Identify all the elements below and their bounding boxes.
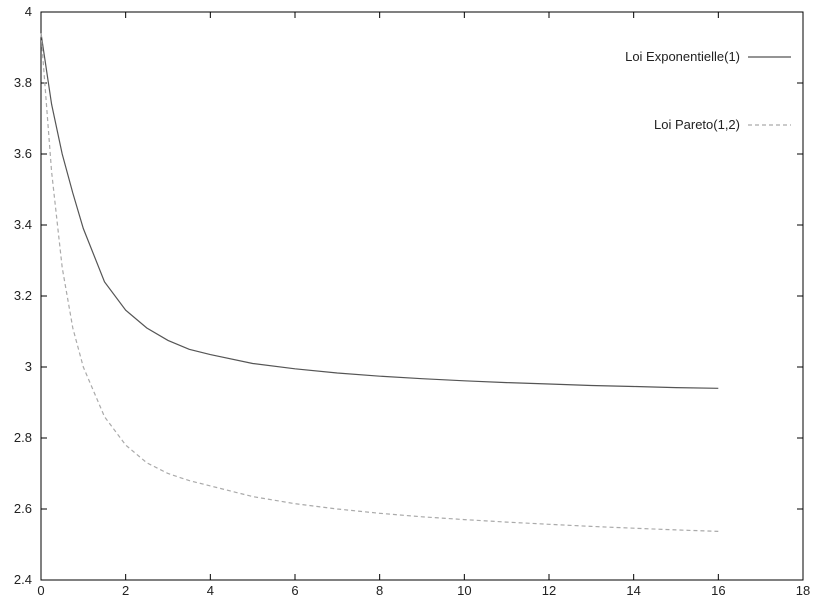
- plot-frame: [40, 11, 804, 581]
- x-tick-label: 2: [122, 583, 129, 598]
- x-tick-label: 12: [542, 583, 556, 598]
- x-tick-label: 0: [37, 583, 44, 598]
- legend-label-1: Loi Exponentielle(1): [625, 49, 740, 64]
- series-line-2: [40, 33, 719, 532]
- x-tick-label: 16: [711, 583, 725, 598]
- y-tick-label: 3.6: [14, 146, 32, 161]
- legend-label-2: Loi Pareto(1,2): [654, 117, 740, 132]
- y-tick-label: 3: [25, 359, 32, 374]
- y-tick-label: 3.4: [14, 217, 32, 232]
- y-tick-label: 2.4: [14, 572, 32, 587]
- y-tick-label: 3.2: [14, 288, 32, 303]
- legend: Loi Exponentielle(1) Loi Pareto(1,2): [625, 49, 791, 132]
- x-tick-label: 10: [457, 583, 471, 598]
- y-tick-label: 4: [25, 4, 32, 19]
- x-tick-label: 6: [291, 583, 298, 598]
- x-tick-label: 4: [207, 583, 214, 598]
- x-tick-label: 14: [626, 583, 640, 598]
- x-tick-label: 8: [376, 583, 383, 598]
- series-lines: [40, 33, 719, 532]
- y-tick-label: 3.8: [14, 75, 32, 90]
- y-tick-label: 2.8: [14, 430, 32, 445]
- series-line-1: [40, 33, 719, 389]
- x-tick-label: 18: [796, 583, 810, 598]
- axis-ticks: 0 2 4 6 8 10 12 14 16 18 2.4 2.6 2.8 3 3.2 3.4 3.6 3.8 4: [14, 4, 810, 598]
- y-tick-label: 2.6: [14, 501, 32, 516]
